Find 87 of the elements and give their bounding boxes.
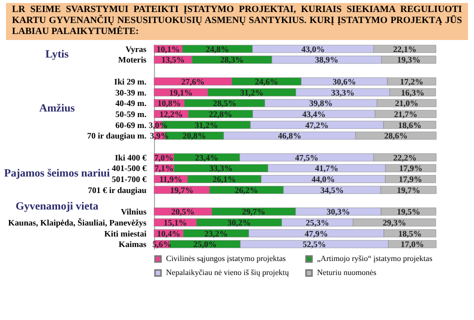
data-label: 39,8% <box>309 98 333 108</box>
y-tick-label: Iki 400 € <box>114 152 148 162</box>
legend-label: „Artimojo ryšio“ įstatymo projektas <box>317 254 432 263</box>
data-label: 19,1% <box>169 87 193 98</box>
legend-label: Civilinės sąjungos įstatymo projektas <box>166 254 286 263</box>
data-label: 11,9% <box>159 174 182 184</box>
y-tick-label: Kaunas, Klaipėda, Šiauliai, Panevėžys <box>8 217 148 228</box>
y-tick-label: 50-59 m. <box>115 108 146 119</box>
data-label: 22,8% <box>208 108 232 119</box>
text: Lytis <box>45 48 70 60</box>
text: Pajamos šeimos nariui <box>4 168 110 180</box>
data-label: 22,2% <box>393 152 417 162</box>
data-label: 41,7% <box>315 163 338 174</box>
y-tick-label: 30-39 m. <box>115 87 146 98</box>
data-label: 21,7% <box>394 108 418 119</box>
data-label: 19,5% <box>396 206 420 217</box>
data-label: 47,9% <box>304 228 328 238</box>
data-label: 33,3% <box>331 87 354 98</box>
data-label: 29,7% <box>242 206 266 217</box>
y-tick-label: 701 € ir daugiau <box>88 184 147 195</box>
text: Gyvenamoji vieta <box>16 200 99 213</box>
data-label: 17,9% <box>399 163 422 174</box>
data-label: 12,2% <box>160 108 183 119</box>
data-label: 15,1% <box>164 217 187 228</box>
y-tick-label: Vyras <box>126 44 148 54</box>
y-tick-label: Kaimas <box>118 239 148 250</box>
y-tick-label: 40-49 m. <box>115 98 146 108</box>
data-label: 38,9% <box>315 54 338 65</box>
data-label: 26,1% <box>212 174 236 184</box>
data-label: 23,4% <box>195 152 218 162</box>
data-label: 19,7% <box>396 184 420 195</box>
data-label: 30,2% <box>227 217 251 228</box>
y-tick-label: 60-69 m. <box>115 120 146 130</box>
y-tick-label: Moteris <box>118 54 148 65</box>
data-label: 17,9% <box>398 174 422 184</box>
data-label: 43,0% <box>301 44 325 54</box>
chart-title: LR SEIME SVARSTYMUI PATEIKTI ĮSTATYMO PROJEKTAI, KURIAIS SIEKIAMA REGULIUOTI KARTU GYVENANČIŲ NESUSITUOKUSIŲ ASMENŲ SANTYKIUS. KURĮ ĮSTATYMO PROJEKTĄ JŪS LABIAU PALAIKYTUMĖTE: <box>6 3 468 40</box>
data-label: 7,0% <box>154 152 174 162</box>
data-label: 31,2% <box>240 87 264 98</box>
data-label: 24,8% <box>206 44 230 54</box>
data-label: 21,0% <box>394 98 418 108</box>
data-label: 28,6% <box>384 130 408 141</box>
data-label: 17,2% <box>400 76 424 86</box>
data-label: 19,7% <box>170 184 194 195</box>
data-label: 16,3% <box>401 87 424 98</box>
data-label: 26,2% <box>234 184 258 195</box>
y-tick-label: Vilnius <box>120 206 148 217</box>
text: Amžius <box>39 102 76 115</box>
data-label: 20,5% <box>171 206 195 217</box>
data-label: 3,0% <box>148 120 168 130</box>
data-label: 7,1% <box>154 163 174 174</box>
y-tick-label: Kiti miestai <box>104 228 148 238</box>
data-label: 25,3% <box>306 217 330 228</box>
data-label: 30,6% <box>332 76 356 86</box>
data-label: 19,3% <box>397 54 420 65</box>
data-label: 27,6% <box>181 76 205 86</box>
data-label: 20,8% <box>182 130 206 141</box>
data-label: 10,1% <box>156 44 180 54</box>
legend-label: Neturiu nuomonės <box>317 268 376 277</box>
y-tick-label: 401-500 € <box>112 163 148 174</box>
data-label: 18,5% <box>398 228 422 238</box>
data-label: 25,0% <box>193 239 217 250</box>
data-label: 46,8% <box>278 130 302 141</box>
y-tick-label: 501-700 € <box>112 174 148 184</box>
data-label: 24,6% <box>254 76 278 86</box>
data-label: 17,0% <box>400 239 424 250</box>
data-label: 43,4% <box>302 108 326 119</box>
data-label: 10,4% <box>156 228 180 238</box>
data-label: 13,5% <box>161 54 185 65</box>
legend-label: Nepalaikyčiau nė vieno iš šių projektų <box>166 268 289 277</box>
data-label: 28,5% <box>212 98 236 108</box>
data-label: 47,2% <box>305 120 329 130</box>
y-tick-label: 70 ir daugiau m. <box>87 130 146 141</box>
data-label: 34,5% <box>320 184 344 195</box>
data-label: 52,5% <box>302 239 326 250</box>
data-label: 23,2% <box>204 228 228 238</box>
data-label: 28,3% <box>220 54 244 65</box>
data-label: 33,3% <box>209 163 233 174</box>
data-label: 10,8% <box>158 98 181 108</box>
data-label: 30,3% <box>326 206 350 217</box>
data-label: 47,5% <box>295 152 318 162</box>
data-label: 29,3% <box>382 217 406 228</box>
data-label: 18,6% <box>398 120 422 130</box>
data-label: 31,2% <box>194 120 218 130</box>
y-tick-label: Iki 29 m. <box>114 76 146 86</box>
data-label: 22,1% <box>393 44 417 54</box>
data-label: 44,0% <box>312 174 335 184</box>
